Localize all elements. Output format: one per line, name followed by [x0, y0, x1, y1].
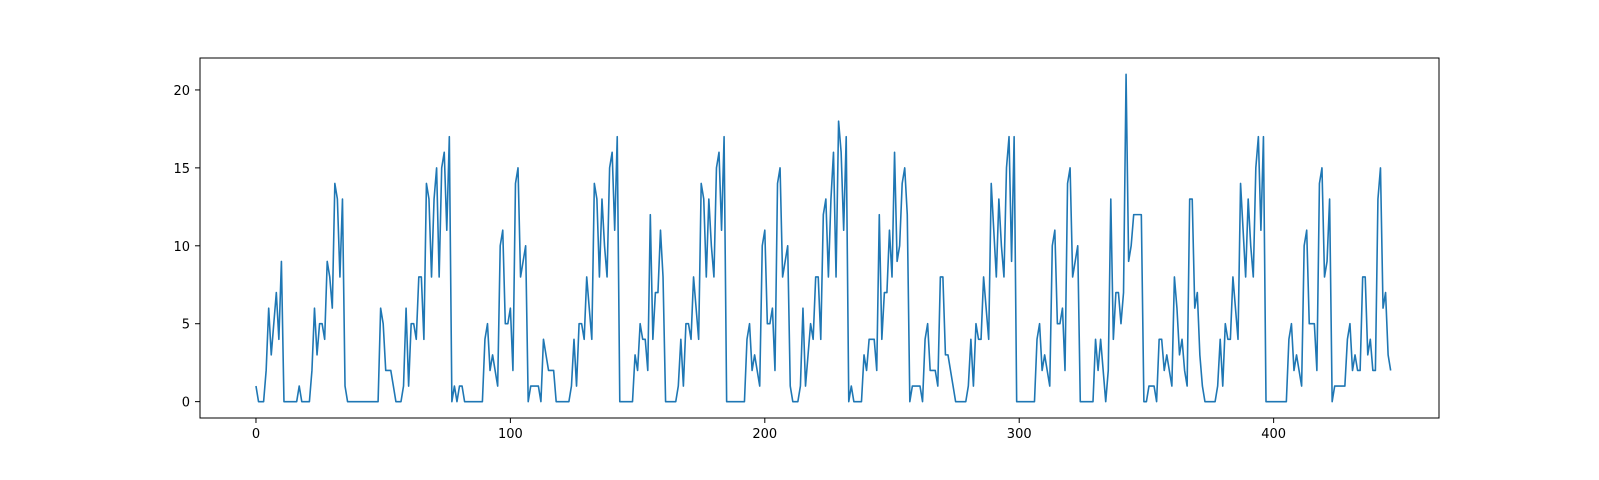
- series-layer: [255, 73, 1392, 403]
- x-tick-label: 300: [1007, 427, 1032, 442]
- series-line-0: [255, 73, 1392, 403]
- y-tick-label: 0: [182, 396, 190, 411]
- y-tick-label: 20: [173, 84, 190, 99]
- y-tick-label: 15: [173, 162, 190, 177]
- x-axis: 0 100 200 300 400: [252, 418, 1286, 442]
- x-tick-label: 400: [1261, 427, 1286, 442]
- y-tick-label: 10: [173, 240, 190, 255]
- x-tick-label: 0: [252, 427, 260, 442]
- y-tick-label: 5: [182, 318, 190, 333]
- x-tick-label: 100: [498, 427, 523, 442]
- x-tick-label: 200: [752, 427, 777, 442]
- plot-area-frame: [199, 57, 1440, 419]
- y-axis: 0 5 10 15 20: [173, 84, 200, 411]
